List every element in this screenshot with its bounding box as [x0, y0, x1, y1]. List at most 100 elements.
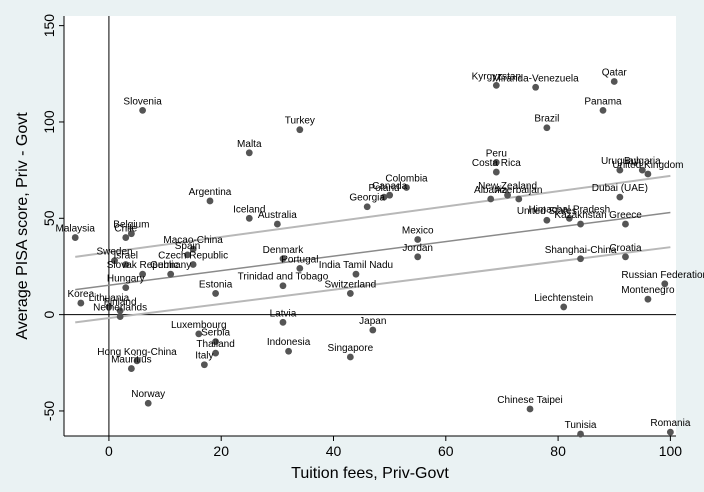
- data-point-label: Uruguay: [601, 156, 639, 167]
- data-point: [661, 280, 669, 288]
- y-axis-title: Average PISA score, Priv - Govt: [14, 112, 31, 340]
- data-point: [285, 347, 292, 355]
- x-tick-label: 100: [659, 443, 683, 459]
- data-point-label: Japan: [359, 316, 386, 327]
- data-point-label: Georgia: [349, 193, 385, 204]
- data-point: [644, 295, 652, 303]
- data-point: [116, 307, 124, 315]
- data-point: [380, 193, 388, 201]
- data-point-label: Belgium: [113, 220, 149, 231]
- x-tick-label: 40: [326, 443, 342, 459]
- data-point: [105, 303, 113, 311]
- data-point: [622, 220, 629, 228]
- data-point-label: Jordan: [402, 243, 433, 254]
- data-point: [346, 353, 354, 361]
- data-point-label: Albania: [474, 185, 508, 196]
- data-point-label: Malta: [237, 139, 262, 150]
- data-point-label: Kazakhstan: [554, 210, 606, 221]
- y-tick-label: -50: [41, 401, 57, 421]
- data-point-label: Singapore: [328, 343, 374, 354]
- data-point-label: Israel: [114, 251, 138, 262]
- data-point-label: Indonesia: [267, 337, 311, 348]
- data-point-label: Korea: [68, 289, 95, 300]
- data-point-label: Macao-China: [163, 235, 223, 246]
- data-point-label: Hungary: [107, 274, 145, 285]
- data-point-label: Azerbaijan: [495, 185, 542, 196]
- data-point-label: Norway: [131, 389, 165, 400]
- data-point-label: Estonia: [199, 279, 233, 290]
- data-point-label: Mexico: [402, 225, 434, 236]
- data-point: [122, 261, 130, 268]
- data-point: [127, 365, 135, 372]
- data-point-label: United States: [517, 206, 577, 217]
- data-point-label: Malaysia: [55, 224, 95, 235]
- data-point: [144, 399, 152, 407]
- data-point-label: Luxembourg: [171, 320, 227, 331]
- data-point: [526, 405, 534, 413]
- data-point-label: United Kingdom: [612, 160, 683, 171]
- data-point: [212, 338, 219, 345]
- data-point-label: Czech Republic: [158, 251, 228, 262]
- data-point-label: Hong Kong-China: [97, 347, 177, 358]
- data-point-label: Chile: [114, 224, 137, 235]
- data-point: [71, 234, 79, 241]
- data-point: [532, 83, 540, 91]
- data-point-label: Switzerland: [324, 279, 376, 290]
- x-tick-label: 60: [438, 443, 454, 459]
- data-point-label: Iceland: [233, 204, 265, 215]
- data-point: [279, 255, 287, 263]
- data-point: [189, 245, 197, 253]
- y-tick-label: 100: [41, 110, 57, 134]
- data-point-label: Himachal Pradesh: [528, 204, 610, 215]
- data-point-label: Kyrgyzstan: [472, 71, 521, 82]
- data-point-label: Poland: [368, 183, 399, 194]
- data-point-label: Turkey: [285, 116, 315, 127]
- data-point-label: New Zealand: [478, 181, 537, 192]
- data-point-label: Dubai (UAE): [592, 183, 648, 194]
- data-point: [363, 203, 371, 211]
- data-point: [666, 428, 674, 436]
- data-point: [565, 214, 573, 222]
- data-point-label: Portugal: [281, 254, 318, 265]
- data-point-label: Denmark: [263, 245, 305, 256]
- data-point: [127, 230, 135, 238]
- data-point-label: Montenegro: [621, 285, 675, 296]
- data-point-label: Greece: [609, 210, 642, 221]
- data-point: [116, 313, 124, 320]
- data-point: [200, 361, 208, 369]
- data-point-label: Liechtenstein: [534, 293, 593, 304]
- data-point: [403, 184, 410, 191]
- data-point-label: Canada: [372, 181, 407, 192]
- data-point: [122, 284, 130, 292]
- data-point: [577, 255, 584, 263]
- data-point: [133, 357, 141, 365]
- data-point: [644, 170, 652, 178]
- data-point: [279, 282, 287, 290]
- data-point: [279, 318, 287, 326]
- data-point: [245, 214, 253, 222]
- data-point: [414, 236, 422, 243]
- data-point: [616, 166, 624, 174]
- data-point: [111, 257, 118, 265]
- data-point-label: Russian Federation: [621, 270, 704, 281]
- data-point: [577, 430, 584, 438]
- data-point: [487, 195, 495, 203]
- data-point-label: Finland: [104, 297, 137, 308]
- data-point: [195, 330, 203, 338]
- data-point-label: Tunisia: [565, 420, 597, 431]
- data-point-label: Trinidad and Tobago: [238, 272, 329, 283]
- x-tick-label: 0: [105, 443, 113, 459]
- data-point-label: Brazil: [534, 114, 559, 125]
- data-point: [543, 216, 551, 224]
- data-point: [543, 124, 551, 132]
- data-point-label: Netherlands: [93, 303, 147, 314]
- data-point: [622, 253, 629, 261]
- y-tick-label: 150: [41, 14, 57, 38]
- data-point: [492, 81, 500, 89]
- data-point-label: Lithuania: [89, 293, 130, 304]
- data-point-label: Slovak Republic: [107, 260, 179, 271]
- data-point-label: Australia: [258, 210, 297, 221]
- data-point-label: Argentina: [189, 187, 232, 198]
